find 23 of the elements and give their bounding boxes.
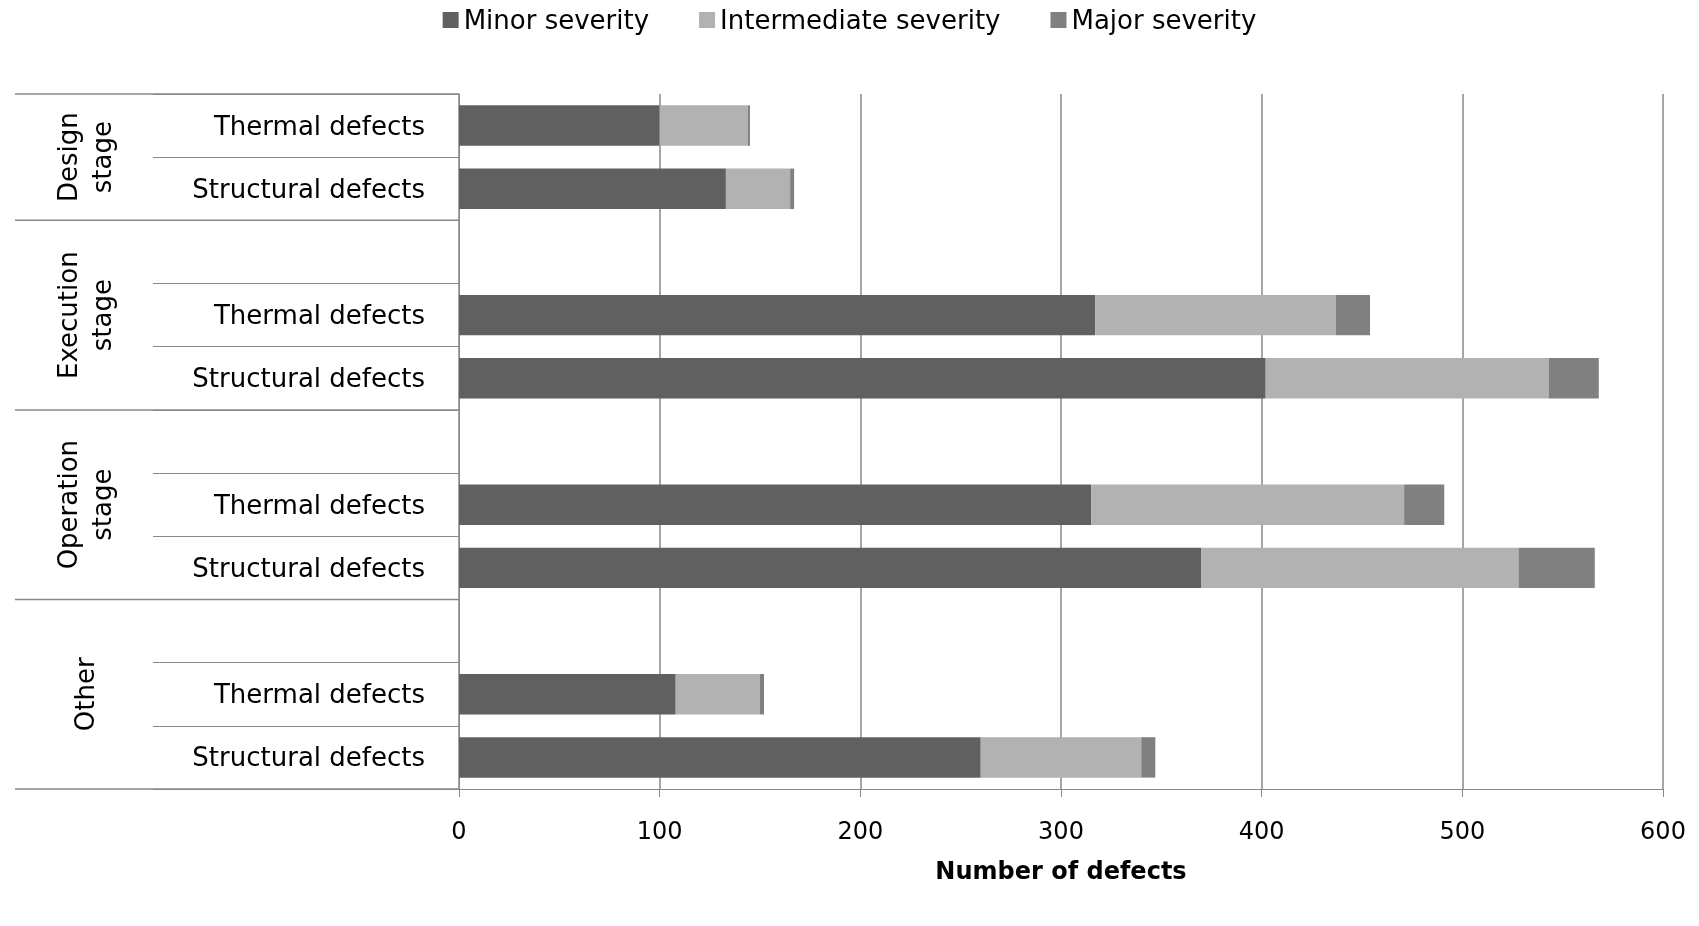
legend-label: Intermediate severity bbox=[720, 5, 1001, 35]
legend-label: Minor severity bbox=[463, 5, 650, 35]
y-tick-label: Thermal defects bbox=[212, 489, 425, 520]
x-tick-label: 100 bbox=[636, 817, 683, 845]
x-tick-label: 400 bbox=[1238, 817, 1285, 845]
y-tick-label: Structural defects bbox=[192, 173, 425, 204]
x-tick-label: 300 bbox=[1038, 817, 1084, 845]
text: Execution stage bbox=[53, 251, 117, 379]
x-tick-label: 0 bbox=[451, 817, 467, 845]
y-tick-label: Structural defects bbox=[192, 742, 425, 773]
text: Operation stage bbox=[53, 439, 117, 570]
x-tick-label: 200 bbox=[837, 817, 884, 845]
legend-label: Major severity bbox=[1071, 5, 1257, 35]
y-tick-label: Structural defects bbox=[192, 363, 425, 394]
x-axis-title: Number of defects bbox=[935, 857, 1187, 885]
y-tick-label: Thermal defects bbox=[212, 110, 425, 141]
x-tick-label: 500 bbox=[1439, 817, 1486, 845]
y-tick-label: Thermal defects bbox=[212, 300, 425, 331]
text: Other bbox=[70, 657, 100, 732]
y-tick-label: Structural defects bbox=[192, 552, 425, 583]
x-tick-label: 600 bbox=[1640, 817, 1686, 845]
y-tick-label: Thermal defects bbox=[212, 679, 425, 710]
text: Design stage bbox=[53, 112, 117, 203]
